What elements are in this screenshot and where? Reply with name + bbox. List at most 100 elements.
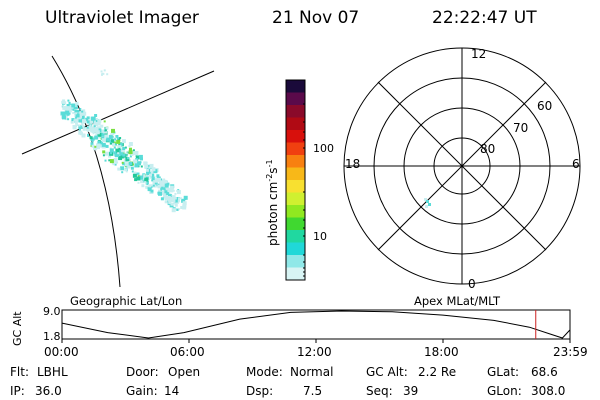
aurora-pixel (159, 179, 163, 184)
door-value: Open (168, 365, 201, 379)
aurora-pixel (100, 73, 103, 76)
aurora-pixel (81, 133, 86, 138)
color-bar-segment (286, 130, 305, 143)
aurora-pixel (157, 184, 160, 187)
aurora-pixel (164, 200, 168, 204)
aurora-pixel (81, 123, 84, 126)
time-tick-1200: 12:00 (297, 345, 332, 359)
aurora-pixel (116, 139, 121, 144)
aurora-pixel (87, 133, 89, 136)
aurora-pixel (94, 145, 97, 148)
aurora-pixel (156, 177, 161, 182)
aurora-pixel (114, 153, 118, 157)
mlt-label-0: 0 (468, 277, 476, 291)
aurora-pixel (95, 118, 98, 120)
aurora-pixel (103, 69, 106, 72)
glon-label: GLon: (487, 384, 522, 398)
aurora-pixel (121, 161, 124, 164)
aurora-pixel (180, 206, 184, 209)
aurora-pixel (93, 121, 98, 126)
aurora-pixel (139, 175, 144, 180)
aurora-pixel (150, 189, 154, 193)
aurora-pixel (75, 101, 79, 105)
aurora-pixel (171, 195, 176, 200)
aurora-pixel (164, 183, 169, 188)
aurora-pixel (111, 139, 114, 143)
aurora-pixel (134, 163, 139, 168)
ip-label: IP: (10, 384, 25, 398)
aurora-pixel (132, 149, 135, 152)
aurora-pixel (101, 138, 106, 143)
aurora-pixel (103, 120, 106, 123)
aurora-pixel (75, 113, 80, 118)
aurora-pixel (122, 153, 126, 157)
aurora-pixel (128, 150, 133, 155)
aurora-pixel (161, 185, 166, 190)
date-label: 21 Nov 07 (272, 8, 360, 28)
aurora-pixel (82, 125, 85, 128)
aurora-pixel (166, 192, 170, 196)
aurora-pixel (169, 185, 174, 190)
color-bar-segment (286, 142, 305, 156)
aurora-pixel (91, 140, 94, 143)
aurora-pixel (81, 110, 84, 113)
aurora-pixel (87, 123, 90, 126)
aurora-pixel (182, 201, 187, 206)
aurora-pixel (67, 99, 70, 102)
aurora-pixel (121, 139, 126, 144)
color-bar-segment (286, 217, 305, 231)
aurora-pixel (155, 179, 157, 182)
aurora-pixel (93, 125, 96, 128)
aurora-pixel (90, 142, 94, 146)
gc-alt-frame (61, 309, 571, 340)
aurora-pixel (139, 161, 142, 164)
aurora-pixel (181, 198, 186, 203)
aurora-pixel (134, 178, 138, 182)
glon-value: 308.0 (531, 384, 566, 398)
gcalt-value: 2.2 Re (418, 365, 457, 379)
aurora-pixel (143, 161, 148, 166)
glat-label: GLat: (487, 365, 520, 379)
color-bar-segment (286, 192, 305, 206)
aurora-pixel (89, 124, 92, 127)
aurora-pixel (108, 135, 113, 140)
aurora-pixel (104, 159, 107, 162)
mode-value: Normal (290, 365, 334, 379)
aurora-pixel (82, 109, 86, 113)
color-bar-segment (286, 205, 305, 218)
mlat-label-60: 60 (537, 99, 552, 113)
aurora-pixel (148, 166, 151, 169)
aurora-pixel (110, 133, 113, 136)
aurora-pixel (85, 127, 90, 131)
aurora-pixel (131, 170, 134, 173)
aurora-pixel (167, 197, 172, 202)
polar-labels: 12 18 6 0 60 70 80 (345, 47, 580, 291)
aurora-pixel (146, 172, 150, 176)
aurora-pixel (106, 73, 109, 76)
aurora-pixel (64, 117, 68, 121)
aurora-pixel (177, 200, 180, 203)
apex-panel-label: Apex MLat/MLT (414, 294, 501, 308)
aurora-pixel (100, 144, 104, 148)
flt-value: LBHL (37, 365, 68, 379)
aurora-pixel (75, 121, 77, 124)
aurora-pixel (147, 187, 152, 192)
aurora-pixel (71, 118, 75, 122)
aurora-pixel (171, 198, 176, 203)
aurora-pixel (104, 135, 109, 140)
aurora-pixel (100, 70, 103, 73)
aurora-pixel (81, 116, 85, 120)
aurora-pixel (160, 188, 163, 191)
aurora-pixel (125, 170, 128, 173)
aurora-pixel (72, 108, 75, 111)
mlat-label-70: 70 (513, 121, 528, 135)
aurora-pixel (87, 135, 90, 137)
polar-plot (343, 47, 581, 285)
aurora-pixel (163, 178, 166, 181)
aurora-pixel (127, 165, 131, 169)
aurora-pixel (160, 178, 163, 181)
aurora-pixel (109, 159, 114, 164)
aurora-pixel (114, 138, 117, 141)
aurora-pixel (166, 190, 169, 193)
aurora-pixel (164, 196, 169, 201)
